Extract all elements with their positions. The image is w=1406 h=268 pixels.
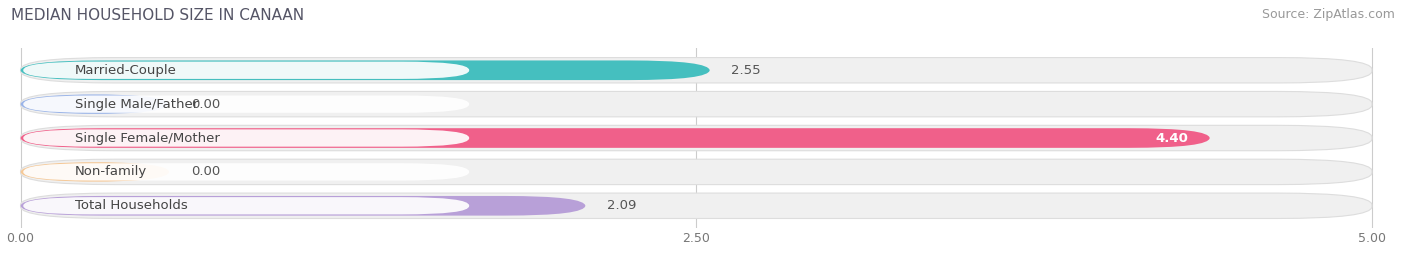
Text: 4.40: 4.40 xyxy=(1156,132,1188,144)
Text: 2.55: 2.55 xyxy=(731,64,761,77)
FancyBboxPatch shape xyxy=(24,163,470,181)
FancyBboxPatch shape xyxy=(21,58,1372,83)
Text: MEDIAN HOUSEHOLD SIZE IN CANAAN: MEDIAN HOUSEHOLD SIZE IN CANAAN xyxy=(11,8,304,23)
Text: Non-family: Non-family xyxy=(75,165,146,178)
FancyBboxPatch shape xyxy=(21,162,169,182)
FancyBboxPatch shape xyxy=(21,196,585,215)
FancyBboxPatch shape xyxy=(21,91,1372,117)
FancyBboxPatch shape xyxy=(21,125,1372,151)
Text: Single Male/Father: Single Male/Father xyxy=(75,98,198,111)
FancyBboxPatch shape xyxy=(21,94,169,114)
FancyBboxPatch shape xyxy=(21,193,1372,218)
Text: Married-Couple: Married-Couple xyxy=(75,64,177,77)
FancyBboxPatch shape xyxy=(21,128,1209,148)
Text: Source: ZipAtlas.com: Source: ZipAtlas.com xyxy=(1261,8,1395,21)
FancyBboxPatch shape xyxy=(24,62,470,79)
FancyBboxPatch shape xyxy=(24,197,470,214)
Text: 0.00: 0.00 xyxy=(191,165,221,178)
Text: Total Households: Total Households xyxy=(75,199,187,212)
Text: Single Female/Mother: Single Female/Mother xyxy=(75,132,219,144)
Text: 0.00: 0.00 xyxy=(191,98,221,111)
FancyBboxPatch shape xyxy=(21,61,710,80)
FancyBboxPatch shape xyxy=(24,129,470,147)
FancyBboxPatch shape xyxy=(21,159,1372,185)
FancyBboxPatch shape xyxy=(24,95,470,113)
Text: 2.09: 2.09 xyxy=(607,199,637,212)
